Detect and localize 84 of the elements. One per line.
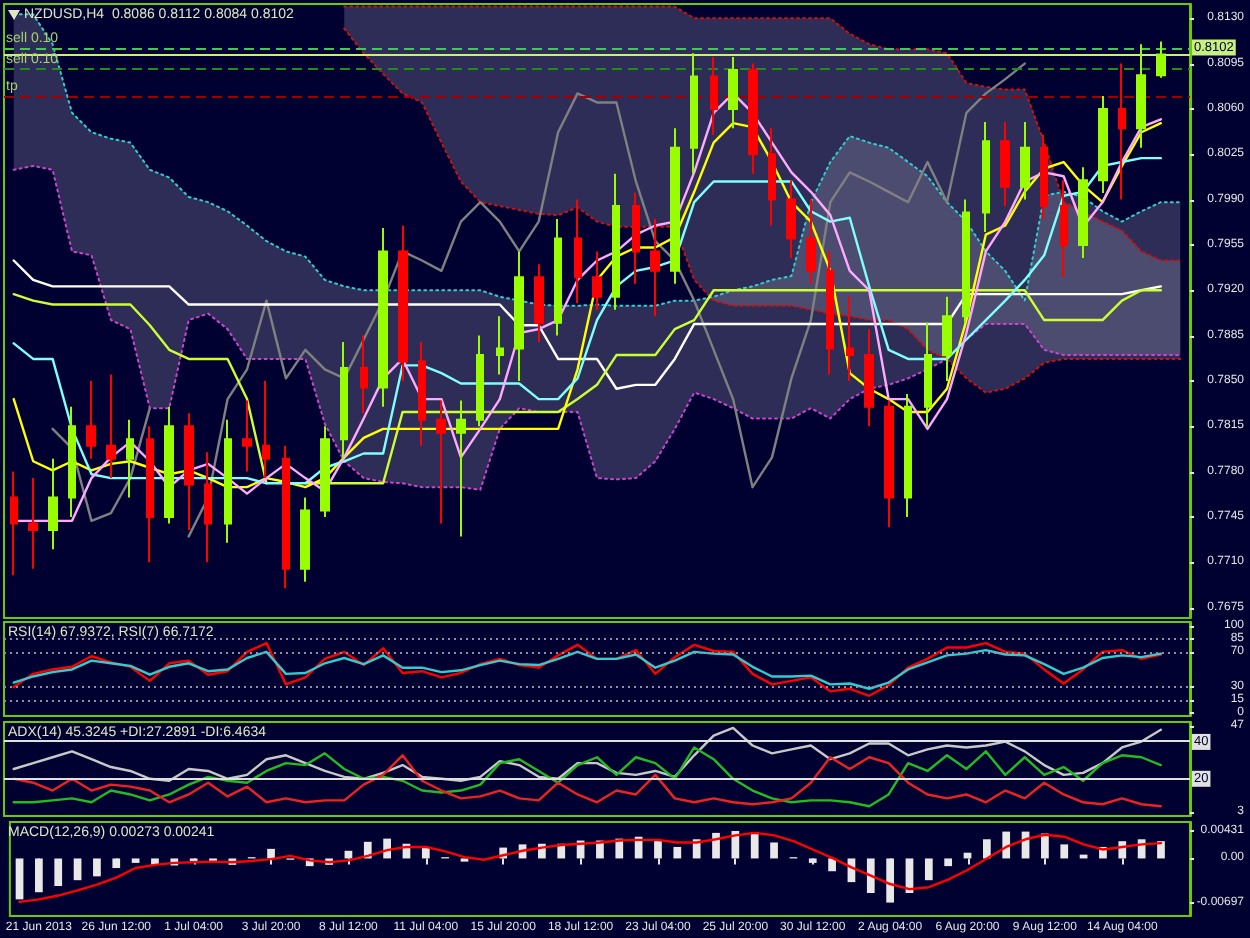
candlestick <box>1136 43 1146 149</box>
candlestick <box>378 227 388 408</box>
bar <box>770 842 778 859</box>
candlestick <box>768 127 776 227</box>
candlestick <box>574 198 582 305</box>
candlestick <box>476 334 484 428</box>
bar <box>93 858 101 877</box>
bar <box>731 830 740 859</box>
candlestick <box>1098 94 1108 195</box>
candlestick <box>534 263 544 344</box>
candlestick <box>786 179 796 259</box>
bar <box>944 858 953 867</box>
bar <box>1041 833 1049 859</box>
candlestick <box>1078 166 1088 259</box>
candlestick <box>514 250 524 382</box>
candlestick <box>320 425 330 518</box>
candlestick <box>1156 40 1166 79</box>
bar <box>1060 844 1069 859</box>
line-series <box>12 259 1163 390</box>
candlestick <box>710 56 718 136</box>
candlestick <box>418 341 426 447</box>
candlestick <box>242 399 252 473</box>
candlestick <box>300 496 310 583</box>
candlestick <box>262 379 270 480</box>
candlestick <box>846 295 854 382</box>
candlestick <box>942 295 952 382</box>
candlestick <box>612 172 620 311</box>
candlestick <box>10 470 18 577</box>
candlestick <box>68 405 76 518</box>
candlestick <box>86 379 96 460</box>
candlestick <box>924 321 932 428</box>
bar <box>654 841 662 859</box>
candlestick <box>554 218 562 337</box>
candlestick <box>106 373 116 480</box>
candlestick <box>592 250 602 311</box>
candlestick <box>962 198 970 324</box>
candlestick <box>670 127 680 285</box>
candlestick <box>748 62 758 175</box>
bar <box>73 858 82 881</box>
candlestick <box>496 315 504 376</box>
candlestick <box>632 192 640 285</box>
bar <box>982 839 991 859</box>
candlestick <box>436 399 446 525</box>
candlestick <box>884 399 894 529</box>
candlestick <box>728 56 738 130</box>
bar <box>673 846 682 859</box>
candlestick <box>1060 179 1068 279</box>
bar <box>15 858 24 900</box>
candlestick <box>164 405 174 525</box>
bar <box>750 832 759 859</box>
bar <box>35 858 43 893</box>
bar <box>866 858 875 893</box>
candlestick <box>690 52 698 175</box>
candlestick <box>146 425 154 564</box>
bar <box>886 858 894 903</box>
bar <box>267 848 275 859</box>
candlestick <box>360 334 368 415</box>
candlestick <box>340 341 348 460</box>
candlestick <box>1000 120 1010 208</box>
candlestick <box>224 418 232 544</box>
candlestick <box>126 418 134 499</box>
candlestick <box>204 451 212 564</box>
bar <box>828 858 836 872</box>
candlestick <box>904 392 912 518</box>
bar <box>712 832 720 859</box>
candlestick <box>864 328 874 428</box>
candlestick <box>982 120 990 233</box>
bar <box>54 858 63 886</box>
candlestick <box>1040 133 1048 221</box>
bar <box>1157 841 1165 859</box>
bar <box>924 858 933 881</box>
candlestick <box>456 399 466 538</box>
candlestick <box>1118 62 1126 201</box>
line-series <box>12 726 1163 782</box>
candlestick <box>650 218 660 318</box>
candlestick <box>398 224 408 382</box>
candlestick <box>184 412 194 531</box>
candlestick <box>806 198 816 285</box>
candlestick <box>826 250 834 376</box>
candlestick <box>282 444 290 590</box>
line-series <box>343 5 1182 262</box>
candlestick <box>1020 120 1030 201</box>
candlestick <box>28 477 38 570</box>
candlestick <box>48 457 58 551</box>
